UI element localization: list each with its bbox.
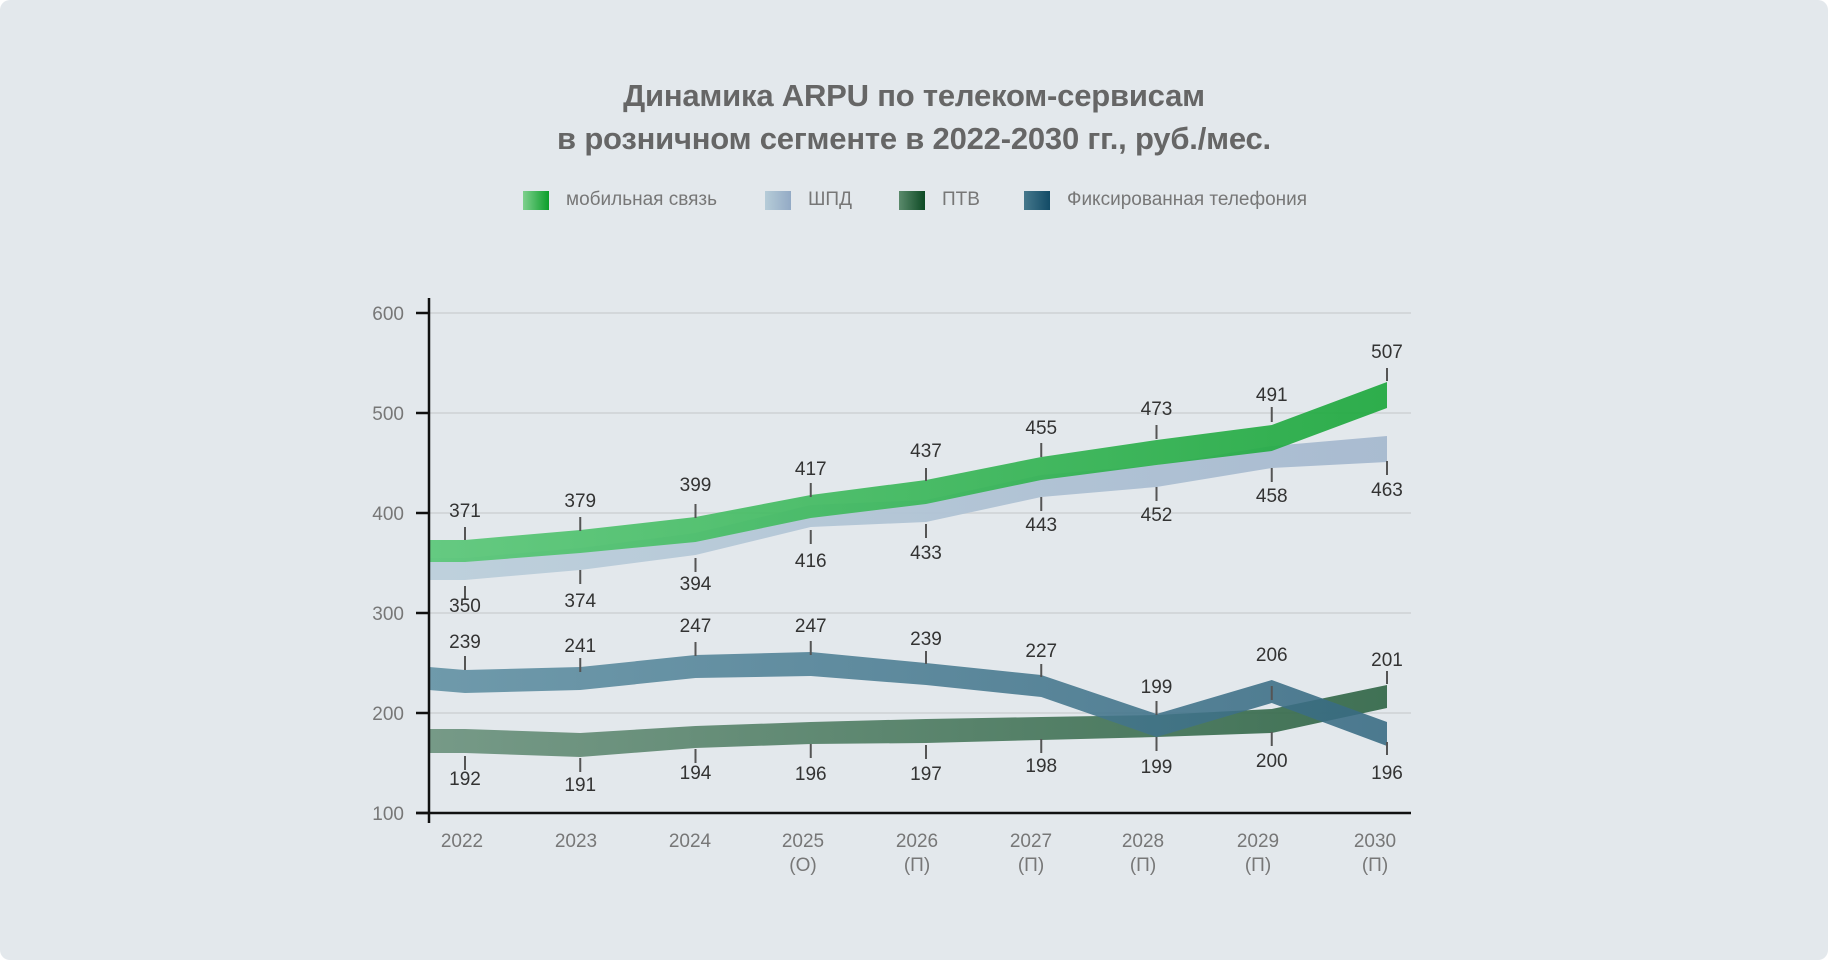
data-label-broadband: 463 [1371, 480, 1403, 501]
x-tick-label: 2029 [1237, 831, 1279, 852]
chart-title-line-2: в розничном сегменте в 2022-2030 гг., ру… [557, 121, 1271, 156]
x-tick-label: 2023 [555, 831, 597, 852]
x-tick-label: 2024 [669, 831, 712, 852]
data-label-broadband: 458 [1256, 486, 1288, 507]
y-tick-label: 300 [372, 604, 404, 625]
data-label-broadband: 416 [795, 551, 827, 572]
x-tick-label: 2026 [896, 831, 938, 852]
legend-swatch-paytv [899, 190, 925, 210]
x-tick-label: 2025 [782, 831, 824, 852]
series-band-fixed-telephony [429, 652, 1387, 746]
data-label-mobile: 455 [1025, 418, 1057, 439]
chart-title-line-1: Динамика ARPU по телеком-сервисам [623, 78, 1205, 113]
data-label-fixed-telephony: 199 [1141, 677, 1173, 698]
y-tick-label: 200 [372, 704, 404, 725]
data-label-mobile: 437 [910, 441, 942, 462]
legend-item-broadband: ШПД [765, 187, 852, 213]
data-label-paytv: 191 [564, 775, 596, 796]
y-tick-label: 500 [372, 404, 404, 425]
data-label-broadband: 374 [564, 591, 596, 612]
data-label-fixed-telephony: 239 [910, 629, 942, 650]
x-tick-sublabel: (О) [789, 855, 816, 876]
data-label-broadband: 350 [449, 596, 481, 617]
series-bands [429, 382, 1387, 757]
legend-label-paytv: ПТВ [942, 189, 980, 210]
data-label-paytv: 196 [795, 764, 827, 785]
data-label-mobile: 379 [564, 491, 596, 512]
y-tick-label: 400 [372, 504, 404, 525]
series-band-mobile [429, 382, 1387, 562]
data-label-mobile: 507 [1371, 342, 1403, 363]
legend-label-broadband: ШПД [808, 189, 852, 210]
x-tick-label: 2030 [1354, 831, 1396, 852]
data-label-fixed-telephony: 206 [1256, 645, 1288, 666]
x-tick-sublabel: (П) [1362, 855, 1388, 876]
legend-item-fixed-telephony: Фиксированная телефония [1024, 187, 1307, 213]
series-band-paytv [429, 685, 1387, 757]
data-label-broadband: 443 [1025, 515, 1057, 536]
x-tick-label: 2027 [1010, 831, 1052, 852]
legend-item-mobile: мобильная связь [523, 187, 717, 213]
legend-swatch-broadband [765, 190, 791, 210]
x-tick-label: 2022 [441, 831, 483, 852]
data-label-mobile: 371 [449, 501, 481, 522]
legend-label-mobile: мобильная связь [566, 189, 718, 210]
data-label-mobile: 491 [1256, 385, 1288, 406]
data-label-mobile: 473 [1141, 399, 1173, 420]
x-tick-sublabel: (П) [904, 855, 930, 876]
data-labels: 371 379 399 417 437 455 473 491 507 350 374 394 416 4… [449, 342, 1403, 796]
data-label-paytv: 200 [1256, 751, 1288, 772]
legend-swatch-fixed-telephony [1024, 190, 1050, 210]
data-label-mobile: 399 [680, 475, 712, 496]
y-tick-label: 100 [372, 804, 404, 825]
data-label-paytv: 192 [449, 769, 481, 790]
data-label-broadband: 452 [1141, 505, 1173, 526]
data-label-fixed-telephony: 247 [795, 616, 827, 637]
data-label-paytv: 194 [680, 763, 712, 784]
data-label-fixed-telephony: 239 [449, 632, 481, 653]
data-label-fixed-telephony: 241 [564, 636, 596, 657]
legend-swatch-mobile [523, 190, 549, 210]
x-tick-sublabel: (П) [1130, 855, 1156, 876]
data-label-fixed-telephony: 196 [1371, 763, 1403, 784]
data-label-fixed-telephony: 247 [680, 616, 712, 637]
data-label-paytv: 197 [910, 764, 942, 785]
data-label-broadband: 433 [910, 543, 942, 564]
chart-title: Динамика ARPU по телеком-сервисам в розн… [414, 74, 1414, 160]
axes: 100 200 300 400 500 600 2022 2023 2024 2025 (О) 202… [372, 298, 1411, 876]
data-label-fixed-telephony: 227 [1025, 641, 1057, 662]
data-label-paytv: 201 [1371, 650, 1403, 671]
legend-item-paytv: ПТВ [899, 187, 980, 213]
x-tick-label: 2028 [1122, 831, 1164, 852]
data-label-paytv: 198 [1025, 756, 1057, 777]
legend-label-fixed-telephony: Фиксированная телефония [1067, 189, 1308, 210]
x-tick-sublabel: (П) [1245, 855, 1271, 876]
y-tick-label: 600 [372, 304, 404, 325]
data-label-broadband: 394 [680, 574, 712, 595]
data-label-paytv: 199 [1141, 757, 1173, 778]
data-label-mobile: 417 [795, 459, 827, 480]
x-tick-sublabel: (П) [1018, 855, 1044, 876]
